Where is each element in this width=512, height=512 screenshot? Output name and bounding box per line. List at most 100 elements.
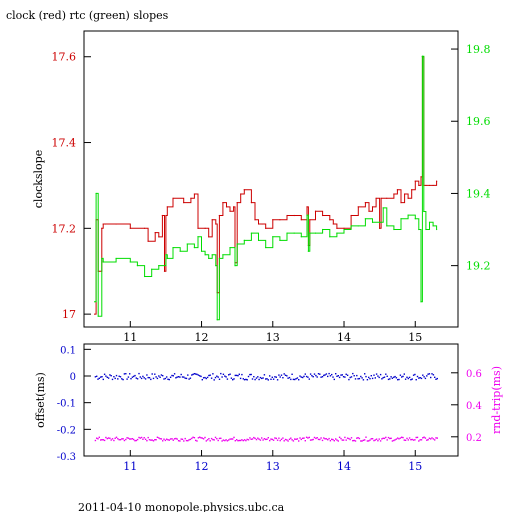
data-point-offset: [375, 373, 378, 375]
data-point-offset: [168, 378, 170, 381]
data-point-rtc: [414, 218, 416, 220]
data-point-rnd-trip: [321, 439, 324, 442]
data-point-rnd-trip: [402, 436, 404, 439]
data-point-offset: [423, 376, 425, 378]
bottom-x-tick-label: 13: [266, 460, 280, 473]
data-point-rnd-trip: [333, 440, 335, 442]
data-point-offset: [397, 379, 399, 381]
data-point-rnd-trip: [373, 439, 375, 442]
data-point-rnd-trip: [191, 437, 193, 440]
data-point-offset: [365, 375, 367, 378]
bottom-right-y-axis-label: rnd-trip(ms): [490, 366, 503, 434]
data-point-offset: [121, 378, 123, 380]
data-point-offset: [335, 373, 337, 375]
data-point-rnd-trip: [331, 438, 333, 440]
data-point-offset: [295, 378, 297, 380]
data-point-rtc: [423, 210, 425, 213]
data-point-rnd-trip: [217, 439, 219, 442]
data-point-rnd-trip: [300, 438, 302, 441]
data-point-rnd-trip: [358, 437, 361, 440]
data-point-rnd-trip: [398, 438, 400, 440]
data-point-offset: [242, 378, 244, 380]
data-point-rnd-trip: [370, 438, 372, 440]
data-point-clock: [432, 184, 434, 187]
data-point-rnd-trip: [172, 439, 174, 441]
data-point-rtc: [229, 246, 231, 249]
data-point-offset: [246, 379, 248, 381]
data-point-clock: [380, 197, 382, 199]
data-point-rnd-trip: [434, 439, 436, 441]
data-point-rtc: [215, 265, 217, 267]
data-point-offset: [366, 379, 369, 381]
top-x-tick-label: 13: [266, 331, 280, 344]
data-point-offset: [180, 373, 182, 376]
data-point-offset: [218, 378, 221, 380]
data-point-rnd-trip: [114, 437, 116, 439]
data-point-clock: [393, 193, 395, 195]
data-point-offset: [303, 375, 305, 378]
data-point-rnd-trip: [146, 440, 148, 442]
data-point-offset: [254, 378, 256, 381]
data-point-rnd-trip: [349, 438, 351, 441]
data-point-offset: [187, 374, 189, 376]
data-point-offset: [395, 377, 398, 379]
data-point-clock: [371, 206, 374, 208]
data-point-rnd-trip: [200, 437, 202, 439]
data-point-offset: [288, 376, 291, 379]
data-point-rtc: [179, 250, 181, 252]
data-point-rnd-trip: [292, 440, 295, 442]
data-point-rnd-trip: [406, 437, 408, 440]
data-point-offset: [130, 378, 132, 380]
data-point-offset: [214, 376, 217, 379]
data-point-rnd-trip: [305, 436, 308, 438]
bottom-left-y-tick-label: -0.1: [57, 399, 76, 410]
data-point-rnd-trip: [357, 437, 359, 439]
data-point-rnd-trip: [418, 440, 420, 442]
data-point-rnd-trip: [113, 439, 115, 442]
data-point-rnd-trip: [134, 440, 136, 442]
data-point-rtc: [151, 268, 153, 270]
data-point-offset: [368, 376, 370, 379]
data-point-rtc: [204, 254, 206, 256]
data-point-offset: [101, 376, 103, 378]
data-point-offset: [151, 373, 153, 375]
data-point-rnd-trip: [313, 436, 316, 439]
data-point-offset: [329, 375, 332, 377]
data-point-rnd-trip: [183, 440, 185, 442]
data-point-rtc: [94, 301, 96, 303]
data-point-rnd-trip: [272, 439, 275, 441]
data-point-rtc: [306, 214, 308, 216]
data-point-offset: [107, 377, 110, 379]
data-point-offset: [414, 373, 416, 376]
data-point-offset: [296, 377, 299, 379]
data-point-rnd-trip: [369, 439, 371, 441]
data-point-rnd-trip: [150, 439, 152, 441]
data-point-offset: [278, 374, 280, 376]
data-point-rnd-trip: [308, 436, 310, 439]
data-point-offset: [274, 376, 276, 378]
data-point-rnd-trip: [151, 439, 153, 441]
data-point-rnd-trip: [176, 438, 178, 440]
data-point-rtc: [309, 232, 311, 234]
data-point-rtc: [329, 236, 331, 238]
data-point-offset: [172, 375, 174, 377]
data-point-offset: [315, 374, 317, 377]
data-point-rnd-trip: [109, 437, 111, 439]
data-point-offset: [308, 378, 310, 380]
data-point-rnd-trip: [210, 437, 213, 440]
data-point-offset: [419, 377, 421, 379]
data-point-clock: [229, 210, 231, 212]
data-point-offset: [122, 378, 124, 381]
data-point-rnd-trip: [156, 436, 159, 438]
data-point-rtc: [350, 225, 352, 227]
data-point-clock: [261, 223, 263, 225]
data-point-rnd-trip: [232, 438, 234, 440]
data-point-rnd-trip: [336, 439, 338, 441]
data-point-offset: [298, 379, 300, 381]
data-point-offset: [333, 378, 335, 381]
data-point-rnd-trip: [197, 437, 200, 439]
data-point-rnd-trip: [96, 437, 98, 439]
data-point-offset: [350, 376, 353, 378]
data-point-rnd-trip: [375, 438, 378, 440]
